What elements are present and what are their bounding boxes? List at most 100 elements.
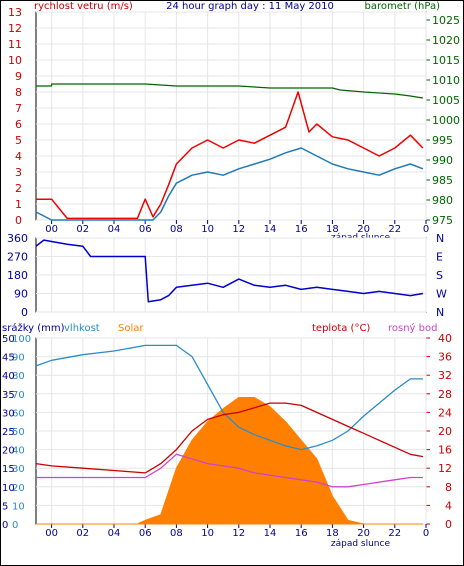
- wind-speed-tick-label: 9: [15, 70, 22, 83]
- panel-wind-xtick-label: 04: [108, 224, 121, 235]
- chart-title: 24 hour graph day : 11 May 2010: [166, 1, 334, 12]
- rain-tick-label: 0: [2, 520, 8, 531]
- panel-temp-xtick-label: 18: [326, 528, 339, 539]
- compass-tick-label: W: [436, 288, 447, 301]
- barometer-tick-label: 995: [432, 134, 453, 147]
- dew-point-axis-title: rosný bod: [388, 322, 437, 334]
- temperature-tick-label: 28: [438, 388, 452, 401]
- barometer-tick-label: 980: [432, 194, 453, 207]
- wind-speed-tick-label: 0: [15, 214, 22, 227]
- wind-speed-tick-label: 5: [15, 134, 22, 147]
- humidity-tick-label: 40: [12, 446, 25, 457]
- direction-tick-label: 90: [14, 288, 28, 301]
- series-avg-line: [35, 147, 424, 221]
- humidity-tick-label: 90: [12, 353, 25, 364]
- series-temp-line: [35, 402, 424, 474]
- temperature-tick-label: 0: [445, 518, 452, 531]
- barometer-tick-label: 985: [432, 174, 453, 187]
- panel-wind-xtick-label: 02: [76, 224, 89, 235]
- direction-tick-label: 360: [7, 232, 28, 245]
- series-hum-line: [35, 344, 423, 451]
- panel-temp-xtick-label: 16: [295, 528, 308, 539]
- solar-axis-title: Solar: [118, 323, 144, 334]
- humidity-tick-label: 60: [12, 408, 25, 419]
- barometer-tick-label: 1010: [432, 74, 460, 87]
- panel-wind-xtick-label: 08: [170, 224, 183, 235]
- rain-tick-label: 50: [2, 334, 15, 345]
- temperature-tick-label: 4: [445, 499, 452, 512]
- temperature-tick-label: 40: [438, 332, 452, 345]
- wind-speed-axis-title: rychlost vetru (m/s): [34, 1, 133, 12]
- rain-tick-label: 10: [2, 483, 15, 494]
- wind-speed-tick-label: 12: [8, 22, 22, 35]
- temperature-tick-label: 24: [438, 406, 452, 419]
- panel-temp-xtick-label: 02: [76, 528, 89, 539]
- humidity-tick-label: 0: [12, 520, 18, 531]
- panel-temp-xtick-label: 14: [264, 528, 277, 539]
- humidity-tick-label: 80: [12, 371, 25, 382]
- compass-tick-label: E: [436, 251, 443, 264]
- wind-speed-tick-label: 10: [8, 54, 22, 67]
- barometer-axis-title: barometr (hPa): [365, 1, 441, 12]
- panel-wind-xtick-label: 22: [388, 224, 401, 235]
- panel-wind-xtick-label: 0: [423, 224, 429, 235]
- panel-temp-xtick-label: 20: [357, 528, 370, 539]
- temperature-tick-label: 32: [438, 369, 452, 382]
- series-solar-area: [36, 397, 423, 525]
- compass-tick-label: S: [436, 269, 443, 282]
- wind-speed-tick-label: 3: [15, 166, 22, 179]
- humidity-tick-label: 10: [12, 501, 25, 512]
- temperature-tick-label: 16: [438, 444, 452, 457]
- rain-tick-label: 35: [2, 390, 15, 401]
- panel-temp-xtick-label: 10: [201, 528, 214, 539]
- humidity-tick-label: 100: [12, 334, 31, 345]
- humidity-axis-title: vlhkost: [64, 323, 100, 334]
- temperature-axis-title: teplota (°C): [312, 323, 370, 334]
- barometer-tick-label: 1015: [432, 54, 460, 67]
- rain-tick-label: 30: [2, 408, 15, 419]
- humidity-tick-label: 20: [12, 483, 25, 494]
- series-gust-line: [36, 91, 424, 220]
- panel-temp-xtick-label: 22: [388, 528, 401, 539]
- barometer-tick-label: 1025: [432, 14, 460, 27]
- barometer-tick-label: 990: [432, 154, 453, 167]
- panel-temp-xtick-label: 00: [45, 528, 58, 539]
- temperature-tick-label: 20: [438, 425, 452, 438]
- panel-wind-xtick-label: 18: [326, 224, 339, 235]
- rain-tick-label: 5: [2, 501, 8, 512]
- barometer-tick-label: 1005: [432, 94, 460, 107]
- panel-wind-xtick-label: 12: [232, 224, 245, 235]
- temperature-tick-label: 12: [438, 462, 452, 475]
- rain-tick-label: 40: [2, 371, 15, 382]
- rain-axis-title: srážky (mm): [2, 322, 65, 334]
- temperature-tick-label: 8: [445, 481, 452, 494]
- panel-wind-xtick-label: 16: [295, 224, 308, 235]
- panel-temp-xtick-label: 12: [232, 528, 245, 539]
- panel-temp-xtick-label: 06: [139, 528, 152, 539]
- temperature-tick-label: 36: [438, 351, 452, 364]
- wind-speed-tick-label: 1: [15, 198, 22, 211]
- wind-speed-tick-label: 13: [8, 6, 22, 19]
- compass-tick-label: N: [436, 306, 444, 319]
- panel-temp-xtick-label: 0: [423, 528, 429, 539]
- compass-tick-label: N: [436, 232, 444, 245]
- series-dew-line: [36, 453, 423, 488]
- wind-speed-tick-label: 6: [15, 118, 22, 131]
- wind-speed-tick-label: 8: [15, 86, 22, 99]
- panel-wind-xtick-label: 06: [139, 224, 152, 235]
- panel-wind-xtick-label: 20: [357, 224, 370, 235]
- wind-speed-tick-label: 4: [15, 150, 22, 163]
- wind-speed-tick-label: 11: [8, 38, 22, 51]
- humidity-tick-label: 70: [12, 390, 25, 401]
- barometer-tick-label: 1000: [432, 114, 460, 127]
- series-direction-line: [35, 239, 424, 303]
- panel-wind-frame: [35, 11, 427, 221]
- wind-speed-tick-label: 2: [15, 182, 22, 195]
- humidity-tick-label: 50: [12, 427, 25, 438]
- rain-tick-label: 20: [2, 446, 15, 457]
- wind-speed-tick-label: 7: [15, 102, 22, 115]
- panel-wind-xtick-label: 14: [264, 224, 277, 235]
- rain-tick-label: 15: [2, 464, 15, 475]
- panel-temp-xtick-label: 08: [170, 528, 183, 539]
- direction-tick-label: 0: [21, 306, 28, 319]
